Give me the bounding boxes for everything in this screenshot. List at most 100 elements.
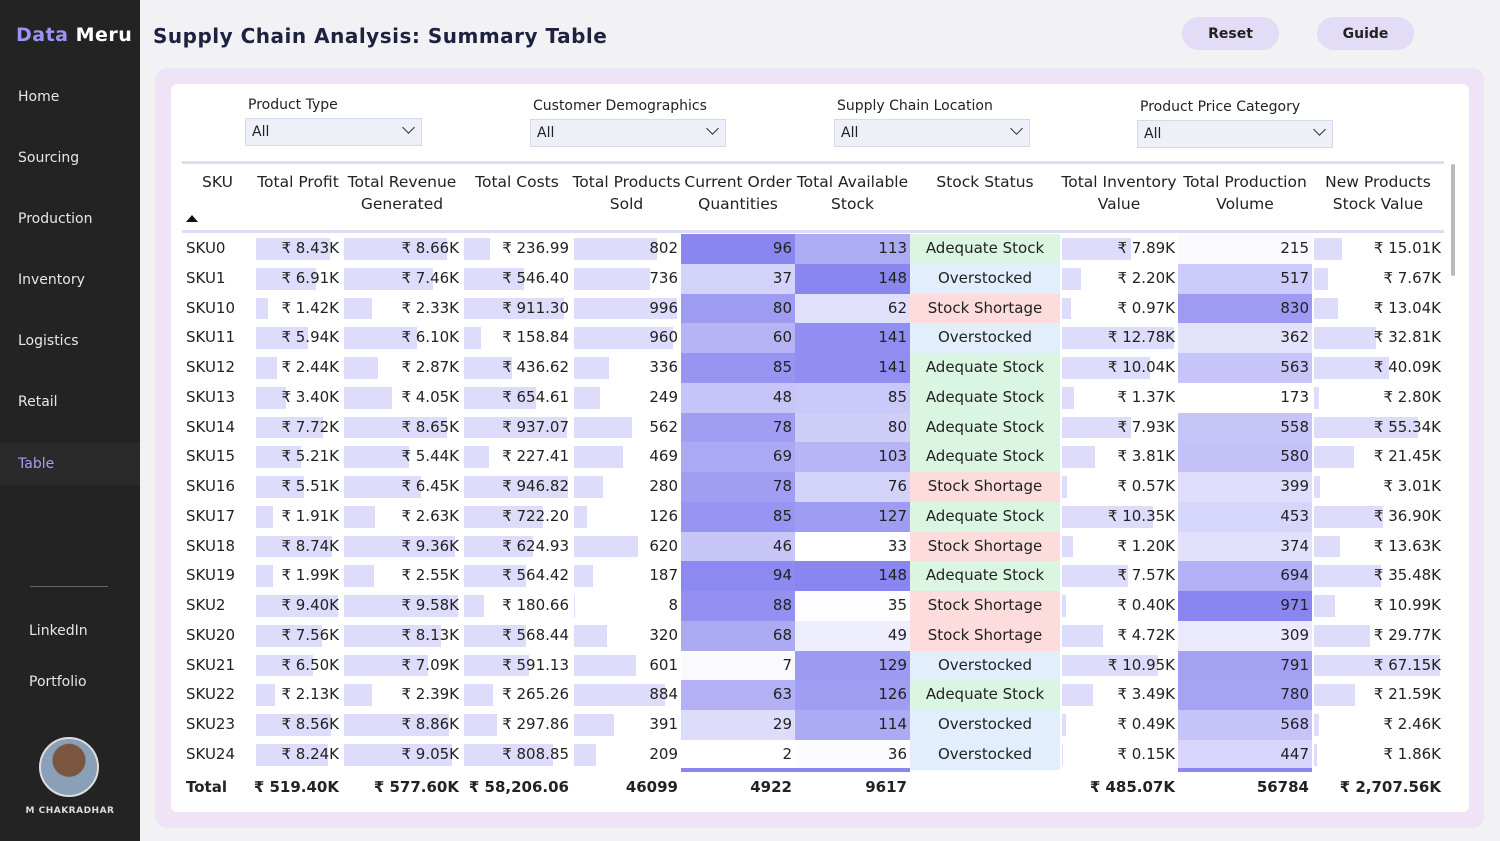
filter-dropdown[interactable]: All	[530, 119, 726, 147]
table-cell: SKU18	[186, 536, 236, 555]
column-header: Total Inventory Value	[1061, 173, 1177, 213]
data-bar	[1062, 267, 1082, 290]
link-item[interactable]: LinkedIn	[29, 623, 88, 639]
data-bar	[256, 684, 275, 706]
heat-cell	[1178, 442, 1312, 473]
table-cell: 694	[1280, 566, 1309, 585]
filter-dropdown[interactable]: All	[245, 118, 422, 146]
status-cell	[910, 234, 1060, 265]
data-bar	[344, 743, 452, 766]
table-cell: Adequate Stock	[925, 417, 1045, 436]
table-cell: 399	[1280, 477, 1309, 495]
table-cell: ₹ 2.13K	[281, 685, 339, 704]
table-cell: ₹ 8.43K	[281, 239, 339, 257]
table-cell: ₹ 0.49K	[1117, 715, 1175, 733]
table-cell: SKU20	[186, 625, 236, 644]
column-header: Total Available Stock	[796, 173, 909, 213]
nav-item[interactable]: Sourcing	[18, 150, 80, 166]
table-cell: ₹ 3.40K	[281, 387, 339, 406]
table-cell: 37	[772, 268, 792, 287]
table-cell: ₹ 8.24K	[281, 744, 339, 763]
status-cell	[910, 263, 1060, 294]
status-cell	[910, 591, 1060, 622]
status-cell	[910, 472, 1060, 503]
table-cell: ₹ 67.15K	[1373, 655, 1441, 674]
total-cell: ₹ 519.40K	[253, 778, 339, 796]
table-cell: ₹ 40.09K	[1373, 358, 1441, 376]
filter-label: Customer Demographics	[533, 98, 707, 114]
table-cell: ₹ 3.01K	[1383, 477, 1441, 495]
data-bar	[1314, 297, 1339, 320]
table-cell: ₹ 297.86	[502, 715, 569, 733]
column-header: SKU	[202, 173, 233, 191]
table-cell: Stock Shortage	[927, 596, 1043, 614]
heat-cell	[1178, 739, 1312, 770]
heat-cell	[1178, 561, 1312, 592]
heat-cell	[795, 620, 910, 651]
table-cell: ₹ 6.50K	[281, 655, 339, 674]
status-cell	[910, 353, 1060, 384]
table-cell: 791	[1280, 655, 1309, 674]
table-cell: 148	[878, 566, 907, 585]
status-cell	[910, 442, 1060, 473]
sort-indicator[interactable]	[186, 215, 198, 222]
nav-item[interactable]: Home	[18, 89, 60, 105]
data-bar	[1314, 238, 1343, 260]
nav-item[interactable]: Retail	[18, 394, 58, 410]
data-bar	[574, 386, 600, 409]
table-cell: ₹ 180.66	[502, 596, 569, 614]
table-cell: ₹ 13.04K	[1373, 298, 1441, 317]
table-cell: ₹ 21.59K	[1373, 685, 1441, 704]
data-bar	[344, 357, 379, 379]
table-cell: SKU22	[186, 685, 236, 704]
data-bar	[574, 476, 603, 498]
nav-item[interactable]: Inventory	[18, 272, 85, 288]
reset-button[interactable]: Reset	[1182, 17, 1279, 50]
data-bar	[1062, 297, 1071, 320]
data-bar	[574, 565, 594, 587]
data-bar	[256, 446, 302, 468]
data-bar	[1062, 684, 1093, 706]
data-bar	[344, 386, 393, 409]
sidebar: Data Meru M CHAKRADHAR Home Sourcing Produ…	[0, 0, 140, 841]
data-bar	[574, 267, 651, 290]
table-cell: Overstocked	[937, 744, 1033, 763]
status-cell	[910, 561, 1060, 592]
heat-cell	[1178, 293, 1312, 324]
guide-button[interactable]: Guide	[1317, 17, 1414, 50]
nav-item[interactable]: Table	[18, 456, 55, 472]
nav-item[interactable]: Logistics	[18, 333, 79, 349]
heat-cell	[681, 591, 795, 622]
data-bar	[344, 595, 458, 617]
data-bar	[1314, 357, 1390, 379]
data-bar	[1062, 624, 1104, 647]
data-bar	[256, 476, 305, 498]
data-bar	[256, 714, 331, 736]
data-bar	[1062, 595, 1066, 617]
table-cell: ₹ 911.30	[502, 298, 569, 317]
data-bar	[464, 743, 553, 766]
table-cell: 374	[1280, 536, 1309, 555]
heat-cell	[1178, 234, 1312, 265]
link-item[interactable]: Portfolio	[29, 674, 87, 690]
heat-cell	[681, 353, 795, 384]
table-cell: ₹ 546.40	[502, 268, 569, 287]
data-bar	[344, 654, 429, 677]
table-cell: ₹ 35.48K	[1373, 566, 1441, 585]
table-cell: 280	[649, 477, 678, 495]
table-cell: 60	[772, 328, 792, 347]
table-cell: ₹ 1.37K	[1117, 387, 1175, 406]
data-bar	[256, 238, 330, 260]
table-cell: 7	[782, 655, 792, 674]
filter-dropdown[interactable]: All	[834, 119, 1030, 147]
data-bar	[1314, 624, 1370, 647]
heat-cell	[681, 263, 795, 294]
table-cell: Stock Shortage	[927, 477, 1043, 495]
filter-label: Product Type	[248, 97, 338, 113]
nav-item[interactable]: Production	[18, 211, 93, 227]
data-bar	[344, 476, 421, 498]
table-cell: ₹ 5.94K	[281, 328, 339, 347]
brand: Data Meru	[16, 24, 132, 46]
data-bar	[256, 327, 308, 349]
filter-dropdown[interactable]: All	[1137, 120, 1333, 148]
